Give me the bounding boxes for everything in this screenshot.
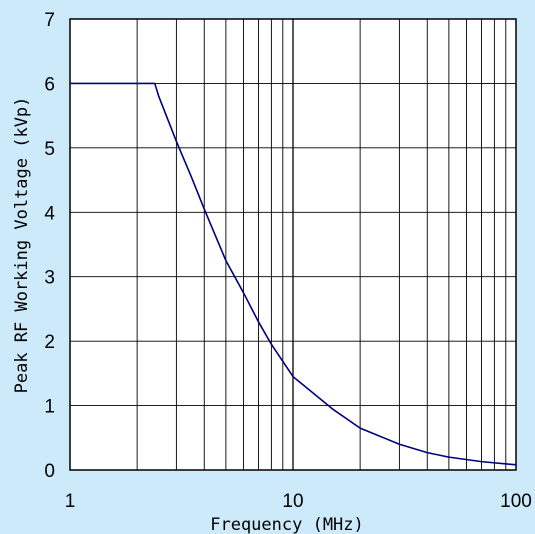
series-line bbox=[70, 82, 517, 466]
x-tick-labels: 1 10 100 bbox=[65, 491, 532, 512]
y-tick-label: 3 bbox=[44, 268, 55, 289]
y-tick-labels: 0 1 2 3 4 5 6 7 bbox=[44, 10, 55, 482]
series-layer bbox=[70, 82, 517, 466]
y-tick-label: 5 bbox=[44, 139, 55, 160]
y-tick-label: 6 bbox=[44, 74, 55, 95]
y-tick-label: 0 bbox=[44, 461, 55, 482]
x-axis-label: Frequency (MHz) bbox=[210, 515, 364, 534]
plot-frame bbox=[69, 18, 517, 471]
y-tick-label: 4 bbox=[44, 203, 55, 224]
x-tick-label: 10 bbox=[282, 491, 303, 512]
y-tick-label: 1 bbox=[44, 397, 55, 418]
x-tick-label: 100 bbox=[500, 491, 532, 512]
y-axis-label: Peak RF Working Voltage (kVp) bbox=[12, 97, 32, 394]
x-tick-label: 1 bbox=[65, 491, 76, 512]
y-tick-label: 7 bbox=[44, 10, 55, 31]
y-tick-label: 2 bbox=[44, 332, 55, 353]
grid bbox=[70, 19, 516, 470]
